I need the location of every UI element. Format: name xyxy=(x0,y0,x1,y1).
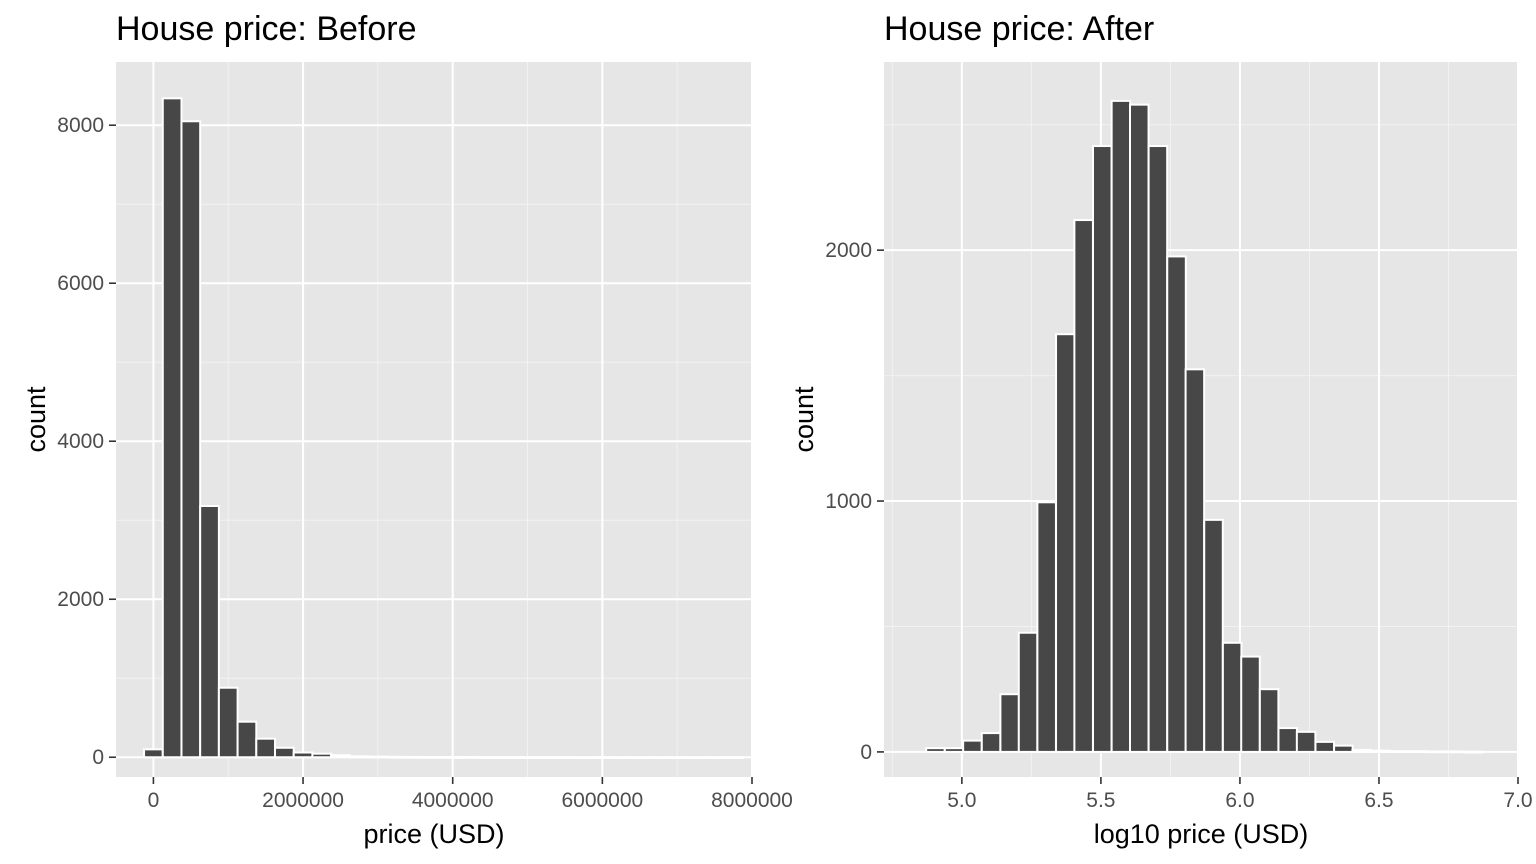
x-tick-label: 0 xyxy=(148,789,160,812)
histogram-bar xyxy=(685,756,707,760)
histogram-bar xyxy=(442,756,464,759)
histogram-bar xyxy=(980,732,1002,753)
histogram-bar xyxy=(199,505,220,759)
histogram-bar xyxy=(666,756,688,760)
histogram-bar xyxy=(1314,740,1336,753)
chart-title-after: House price: After xyxy=(884,10,1154,48)
histogram-bar xyxy=(1407,750,1428,753)
bars-before xyxy=(143,97,744,760)
histogram-bar xyxy=(1333,744,1354,753)
histogram-bar xyxy=(1277,727,1299,753)
histogram-bar xyxy=(1240,655,1261,753)
histogram-bar xyxy=(722,756,744,759)
histogram-bar xyxy=(1147,145,1169,753)
y-tick-label: 0 xyxy=(860,741,872,764)
histogram-bar xyxy=(629,756,651,760)
y-tick-label: 0 xyxy=(92,746,104,769)
panel-after: House price: After 5.0 5.5 6.0 6.5 7.0 0 1000 2… xyxy=(789,10,1533,849)
histogram-bar xyxy=(1462,750,1484,754)
histogram-bar xyxy=(925,747,946,753)
axes-before: 0 2000000 4000000 6000000 8000000 0 2000 4000 60… xyxy=(57,114,793,812)
histogram-bar xyxy=(517,756,538,759)
x-tick-label: 7.0 xyxy=(1503,789,1532,812)
histogram-bar xyxy=(217,686,239,759)
y-tick-label: 2000 xyxy=(57,588,104,611)
histogram-bar xyxy=(1110,99,1132,753)
x-tick-label: 4000000 xyxy=(412,789,494,812)
x-tick-label: 6.5 xyxy=(1364,789,1393,812)
histogram-bar xyxy=(1166,255,1187,753)
histogram-bar xyxy=(386,755,407,759)
histogram-bar xyxy=(461,756,482,759)
bars-after xyxy=(925,99,1484,754)
histogram-bar xyxy=(648,756,669,760)
histogram-bar xyxy=(180,120,202,759)
histogram-bar xyxy=(999,693,1020,753)
histogram-bar xyxy=(143,748,164,759)
chart-title-before: House price: Before xyxy=(116,10,417,48)
x-tick-label: 8000000 xyxy=(711,789,793,812)
y-axis-label-before: count xyxy=(21,386,51,453)
histogram-bar xyxy=(535,756,557,759)
histogram-bar xyxy=(367,755,389,759)
histogram-bar xyxy=(498,756,520,759)
histogram-bar xyxy=(1221,641,1243,753)
x-axis-label-before: price (USD) xyxy=(363,819,504,849)
histogram-bar xyxy=(1017,631,1039,753)
axes-after: 5.0 5.5 6.0 6.5 7.0 0 1000 2000 xyxy=(825,239,1532,812)
x-axis-label-after: log10 price (USD) xyxy=(1094,819,1309,849)
y-axis-label-after: count xyxy=(789,386,819,453)
histogram-bar xyxy=(161,97,183,759)
x-tick-label: 5.0 xyxy=(947,789,976,812)
histogram-bar xyxy=(236,720,258,759)
histogram-bar xyxy=(255,737,277,759)
histogram-bar xyxy=(1444,750,1465,754)
x-tick-label: 5.5 xyxy=(1086,789,1115,812)
y-tick-label: 8000 xyxy=(57,114,104,137)
histogram-bar xyxy=(943,747,965,753)
histogram-bar xyxy=(423,756,445,759)
histogram-bar xyxy=(1092,145,1113,753)
histogram-bar xyxy=(962,739,983,753)
histogram-bar xyxy=(1203,518,1224,753)
histogram-bar xyxy=(704,756,725,760)
y-tick-label: 4000 xyxy=(57,430,104,453)
histogram-bar xyxy=(1351,748,1372,753)
histogram-bar xyxy=(1184,368,1206,753)
histogram-bar xyxy=(1295,730,1317,753)
y-tick-label: 1000 xyxy=(825,490,872,513)
histogram-bar xyxy=(554,756,576,759)
panel-before: House price: Before 0 2000000 4000000 60000… xyxy=(21,10,793,849)
x-tick-label: 2000000 xyxy=(262,789,344,812)
histogram-bar xyxy=(1370,749,1391,753)
histogram-bar xyxy=(592,756,613,759)
x-tick-label: 6.0 xyxy=(1225,789,1254,812)
histogram-bar xyxy=(274,746,295,759)
histogram-bar xyxy=(1258,688,1280,753)
histogram-bar xyxy=(1388,750,1410,753)
histogram-bar xyxy=(348,755,370,759)
histogram-bar xyxy=(330,754,351,759)
histogram-bar xyxy=(573,756,595,760)
histogram-bar xyxy=(1073,219,1094,753)
histogram-bar xyxy=(610,756,632,760)
histogram-bar xyxy=(1128,103,1150,753)
histogram-bar xyxy=(1036,501,1057,753)
histogram-bar xyxy=(404,755,426,759)
y-tick-label: 2000 xyxy=(825,239,872,262)
plot-background-before xyxy=(116,62,752,777)
histogram-bar xyxy=(479,756,501,759)
histogram-bar xyxy=(1425,750,1447,754)
histogram-bar xyxy=(311,752,333,759)
y-tick-label: 6000 xyxy=(57,272,104,295)
histogram-bar xyxy=(1055,333,1076,753)
histogram-bar xyxy=(292,751,314,759)
x-tick-label: 6000000 xyxy=(561,789,643,812)
